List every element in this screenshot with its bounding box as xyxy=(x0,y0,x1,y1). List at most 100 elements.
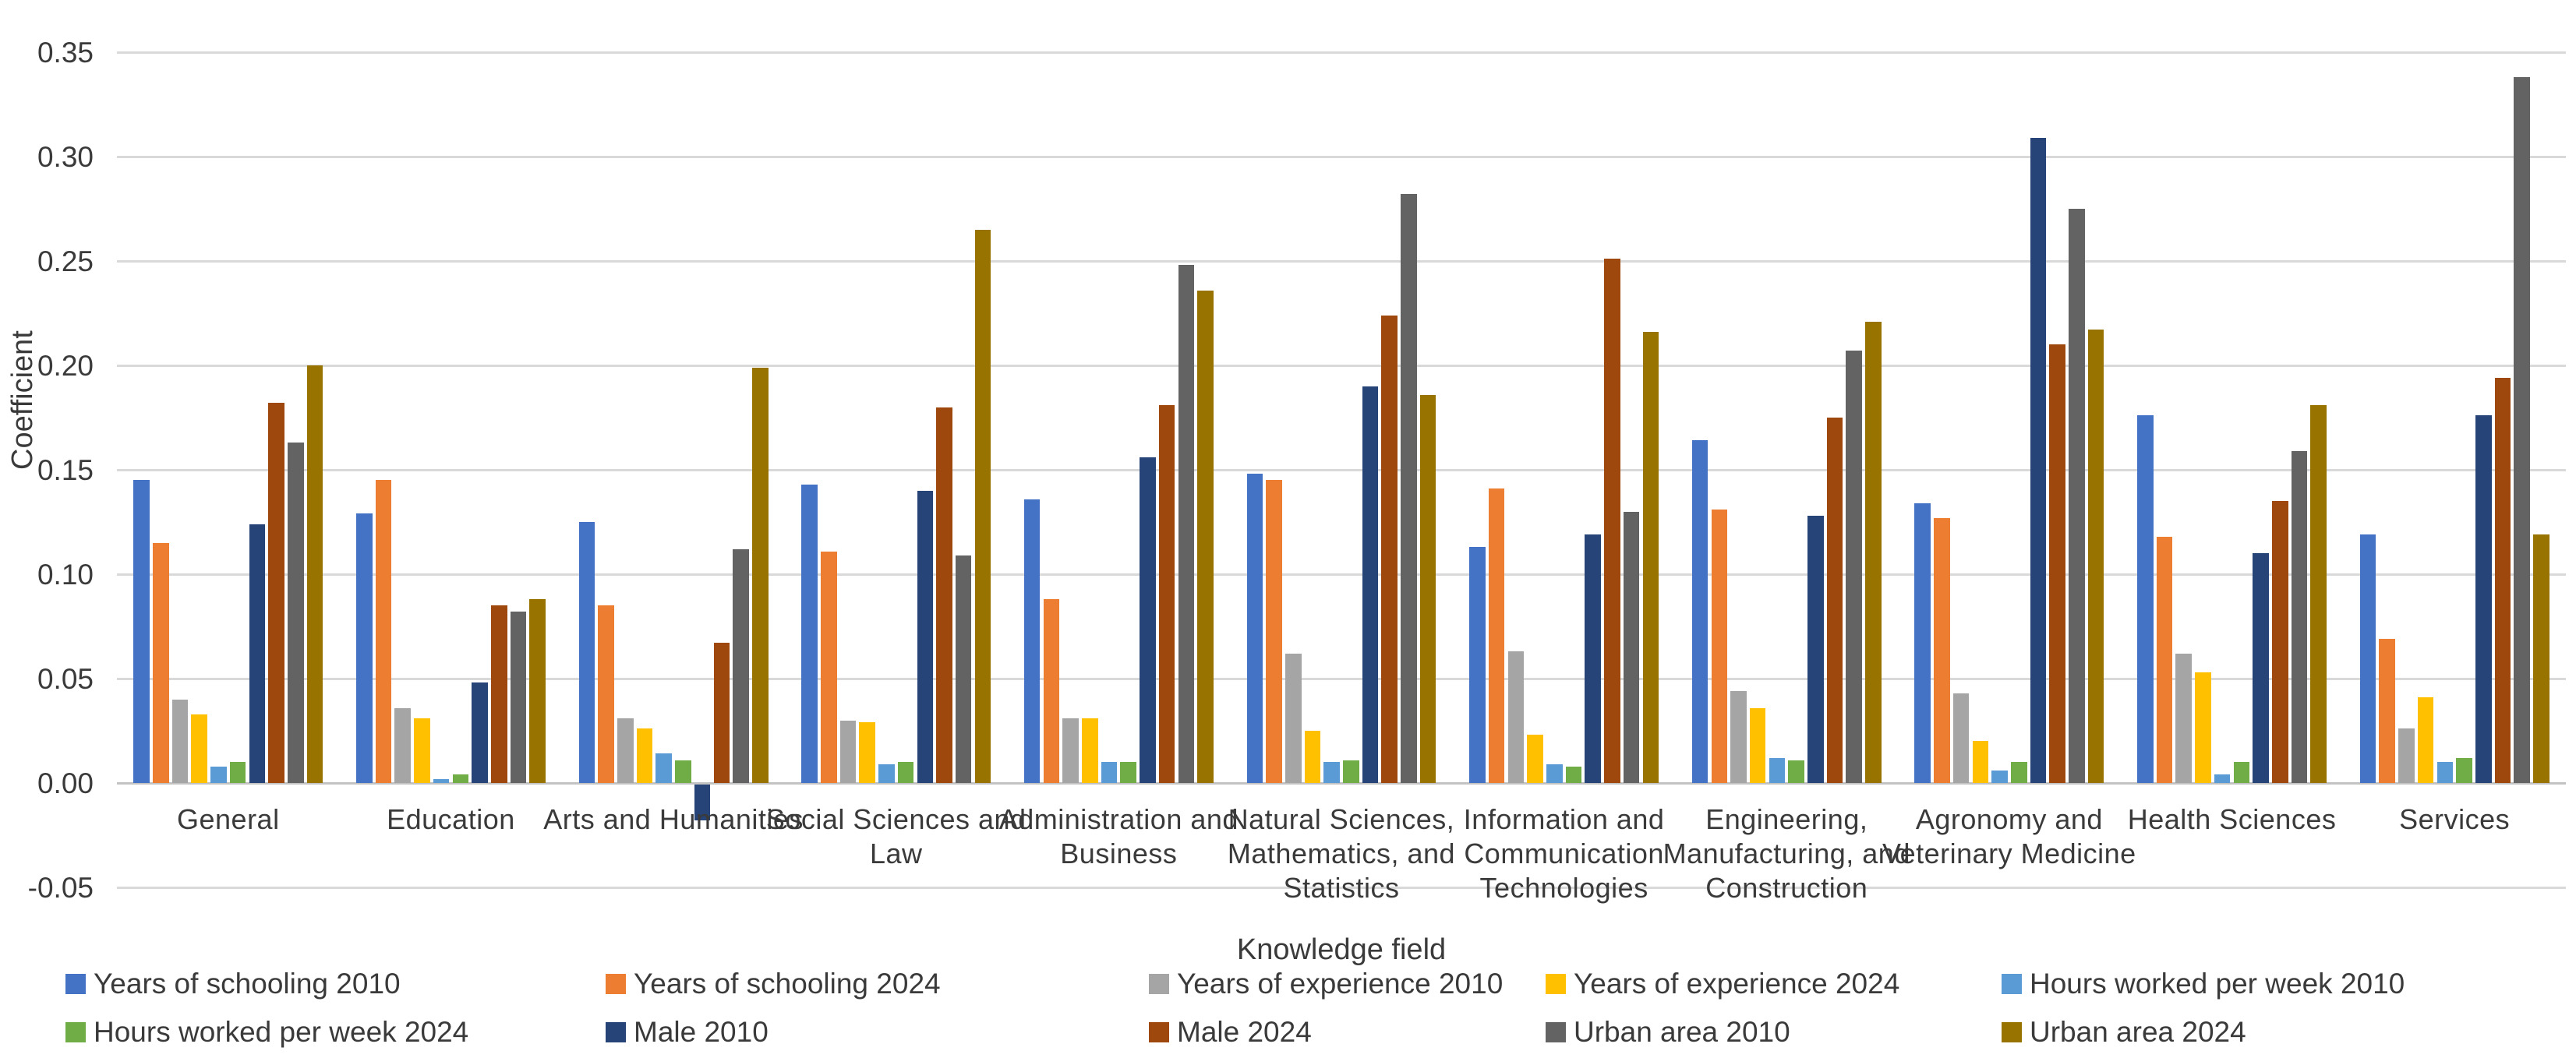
category-label: Information and Communication Technologies xyxy=(1463,803,1665,904)
legend-swatch-icon xyxy=(65,1022,86,1042)
bar-urban-area-2024-8 xyxy=(2087,330,2104,783)
bar-years-of-schooling-2024-7 xyxy=(1711,509,1728,783)
bar-urban-area-2010-8 xyxy=(2069,209,2085,783)
bar-years-of-experience-2010-8 xyxy=(1952,693,1970,783)
bar-years-of-experience-2010-1 xyxy=(394,707,411,783)
bar-years-of-schooling-2010-8 xyxy=(1914,503,1931,783)
bar-hours-worked-per-week-2024-1 xyxy=(452,774,469,783)
bar-years-of-schooling-2024-8 xyxy=(1934,517,1950,783)
legend-label: Years of schooling 2010 xyxy=(94,968,401,1000)
legend-label: Male 2024 xyxy=(1177,1016,1312,1048)
bar-male-2024-7 xyxy=(1826,418,1843,783)
legend-swatch-icon xyxy=(1546,974,1566,994)
legend-swatch-icon xyxy=(1149,1022,1169,1042)
bar-years-of-schooling-2010-5 xyxy=(1246,474,1263,783)
bar-years-of-schooling-2010-10 xyxy=(2359,534,2376,783)
legend-item: Years of experience 2010 xyxy=(1149,968,1503,1000)
bar-urban-area-2010-1 xyxy=(510,612,527,783)
category-label: Agronomy and Veterinary Medicine xyxy=(1882,803,2136,869)
legend-item: Years of schooling 2010 xyxy=(65,968,401,1000)
bar-male-2010-7 xyxy=(1807,515,1824,783)
bar-years-of-schooling-2010-9 xyxy=(2137,415,2154,783)
bar-urban-area-2024-3 xyxy=(974,229,991,783)
y-tick-label: 0.15 xyxy=(37,454,94,486)
bar-years-of-experience-2024-6 xyxy=(1527,735,1543,783)
legend-label: Years of experience 2010 xyxy=(1177,968,1504,1000)
bar-years-of-schooling-2010-1 xyxy=(355,513,373,783)
bar-years-of-experience-2010-9 xyxy=(2175,653,2193,783)
bar-years-of-schooling-2024-9 xyxy=(2156,536,2173,783)
bar-hours-worked-per-week-2024-3 xyxy=(897,762,914,783)
bar-male-2010-2 xyxy=(694,785,711,820)
bar-hours-worked-per-week-2024-9 xyxy=(2233,762,2250,783)
x-axis-title: Knowledge field xyxy=(1236,933,1447,966)
y-tick-label: 0.10 xyxy=(37,559,94,591)
bar-hours-worked-per-week-2024-0 xyxy=(229,762,246,783)
bar-urban-area-2024-10 xyxy=(2533,534,2549,783)
legend-item: Male 2010 xyxy=(606,1016,769,1049)
bar-years-of-experience-2010-3 xyxy=(839,720,857,783)
bar-years-of-schooling-2024-0 xyxy=(153,542,169,783)
gridline xyxy=(117,573,2566,576)
bar-years-of-schooling-2010-4 xyxy=(1023,499,1041,783)
legend-swatch-icon xyxy=(1546,1022,1566,1042)
y-tick-label: 0.20 xyxy=(37,350,94,382)
gridline xyxy=(117,887,2566,889)
bar-male-2010-1 xyxy=(472,682,488,783)
legend-item: Years of experience 2024 xyxy=(1546,968,1899,1000)
bar-urban-area-2024-1 xyxy=(529,599,546,783)
bar-urban-area-2024-2 xyxy=(751,367,769,783)
legend-item: Urban area 2024 xyxy=(2002,1016,2246,1049)
y-tick-label: -0.05 xyxy=(27,872,94,904)
bar-male-2024-3 xyxy=(936,407,952,783)
bar-hours-worked-per-week-2010-9 xyxy=(2214,774,2231,783)
gridline xyxy=(117,156,2566,158)
bar-hours-worked-per-week-2010-1 xyxy=(433,778,450,783)
bar-hours-worked-per-week-2024-10 xyxy=(2456,757,2472,783)
bar-years-of-experience-2010-6 xyxy=(1507,651,1525,783)
legend-swatch-icon xyxy=(606,974,626,994)
bar-urban-area-2010-4 xyxy=(1178,265,1195,783)
bar-hours-worked-per-week-2010-4 xyxy=(1101,762,1118,783)
bar-male-2010-8 xyxy=(2030,137,2047,783)
legend-item: Hours worked per week 2010 xyxy=(2002,968,2405,1000)
bar-male-2010-5 xyxy=(1362,386,1379,783)
bar-male-2024-10 xyxy=(2494,378,2511,783)
bar-hours-worked-per-week-2010-7 xyxy=(1769,757,1786,783)
bar-urban-area-2024-6 xyxy=(1642,332,1659,783)
bar-years-of-experience-2024-8 xyxy=(1972,741,1989,783)
category-label: Social Sciences and Law xyxy=(765,803,1027,869)
y-tick-label: 0.05 xyxy=(37,663,94,695)
bar-urban-area-2010-10 xyxy=(2514,77,2530,783)
category-label: Arts and Humanities xyxy=(543,803,804,835)
legend-swatch-icon xyxy=(2002,974,2022,994)
legend-swatch-icon xyxy=(2002,1022,2022,1042)
bar-hours-worked-per-week-2024-6 xyxy=(1565,766,1582,783)
bar-urban-area-2010-3 xyxy=(955,555,972,783)
bar-hours-worked-per-week-2024-7 xyxy=(1788,760,1804,783)
bar-years-of-schooling-2024-4 xyxy=(1043,599,1060,783)
category-label: Administration and Business xyxy=(998,803,1239,869)
legend-item: Urban area 2010 xyxy=(1546,1016,1790,1049)
bar-years-of-experience-2024-10 xyxy=(2417,697,2434,783)
bar-years-of-schooling-2024-1 xyxy=(375,480,392,783)
bar-years-of-experience-2010-4 xyxy=(1062,718,1079,783)
bar-urban-area-2024-9 xyxy=(2310,404,2327,783)
gridline xyxy=(117,51,2566,54)
y-tick-label: 0.35 xyxy=(37,37,94,69)
bar-years-of-experience-2024-5 xyxy=(1304,731,1321,783)
bar-years-of-schooling-2010-7 xyxy=(1691,440,1708,783)
bar-urban-area-2010-0 xyxy=(288,443,304,783)
bar-years-of-schooling-2024-3 xyxy=(820,551,837,783)
legend-swatch-icon xyxy=(65,974,86,994)
bar-male-2010-3 xyxy=(917,490,934,783)
bar-years-of-schooling-2010-2 xyxy=(578,522,595,783)
bar-male-2024-6 xyxy=(1604,259,1620,783)
legend-item: Hours worked per week 2024 xyxy=(65,1016,468,1049)
bar-hours-worked-per-week-2010-5 xyxy=(1323,762,1340,783)
bar-male-2024-4 xyxy=(1158,404,1175,783)
legend-item: Male 2024 xyxy=(1149,1016,1312,1049)
legend-label: Hours worked per week 2024 xyxy=(94,1016,469,1048)
bar-years-of-experience-2024-0 xyxy=(191,714,208,783)
